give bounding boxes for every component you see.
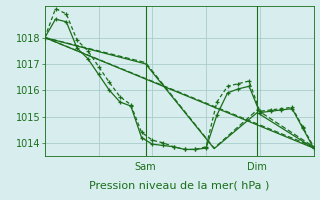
Text: Pression niveau de la mer( hPa ): Pression niveau de la mer( hPa ) (89, 180, 269, 190)
Text: Sam: Sam (135, 162, 156, 172)
Text: Dim: Dim (247, 162, 267, 172)
